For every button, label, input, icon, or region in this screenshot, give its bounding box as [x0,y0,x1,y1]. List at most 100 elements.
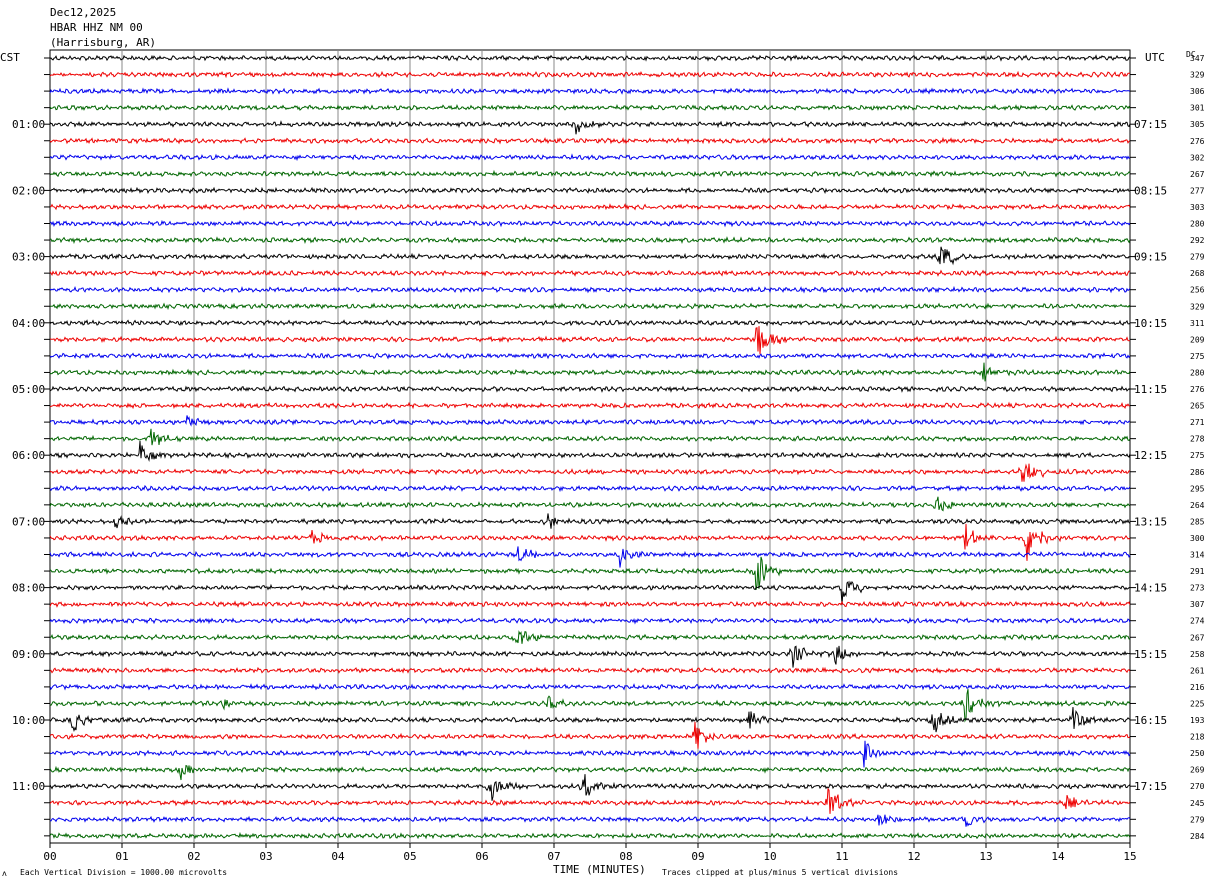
header-date: Dec12,2025 [50,6,116,19]
dc-offset-label: 329 [1190,302,1205,311]
trace-22 [49,401,1131,410]
left-hour-label: 04:00 [12,317,45,330]
dc-offset-label: 302 [1190,153,1205,162]
trace-40 [49,688,1131,723]
x-tick-label: 11 [835,850,848,863]
left-hour-label: 08:00 [12,582,45,595]
dc-offset-label: 279 [1190,815,1205,824]
dc-offset-label: 278 [1190,435,1205,444]
trace-36 [49,630,1131,644]
trace-17 [49,318,1131,327]
trace-38 [49,666,1131,674]
x-axis-label: TIME (MINUTES) [553,863,646,876]
right-hour-label: 17:15 [1134,780,1167,793]
right-hour-label: 11:15 [1134,383,1167,396]
trace-43 [49,740,1131,768]
dc-offset-label: 307 [1190,600,1205,609]
trace-32 [49,556,1131,591]
dc-offset-label: 314 [1190,551,1205,560]
trace-group [49,54,1131,840]
left-hour-label: 09:00 [12,648,45,661]
dc-offset-label: 245 [1190,799,1205,808]
trace-33 [49,580,1131,605]
dc-offset-label: 284 [1190,832,1205,841]
trace-3 [49,87,1131,95]
trace-1 [49,54,1131,62]
trace-45 [49,774,1131,801]
left-hour-label: 02:00 [12,184,45,197]
dc-offset-label: 250 [1190,749,1205,758]
dc-offset-label: 265 [1190,402,1205,411]
trace-42 [49,721,1131,749]
left-axis-title: CST [0,51,20,64]
dc-offset-label: 311 [1190,319,1205,328]
corner-glyph: ʌ [2,869,7,878]
trace-4 [49,103,1131,112]
dc-offset-label: 270 [1190,782,1205,791]
header-location: (Harrisburg, AR) [50,36,156,49]
dc-offset-label: 193 [1190,716,1205,725]
trace-11 [49,219,1131,228]
dc-offset-label: 216 [1190,683,1205,692]
trace-16 [49,302,1131,311]
left-hour-label: 01:00 [12,118,45,131]
dc-offset-label: 209 [1190,335,1205,344]
axis-labels: 00 01 02 03 04 05 06 07 08 09 10 11 12 13 14 15 347 329 30… [12,54,1205,863]
trace-12 [49,236,1131,245]
dc-header: DC [1186,50,1196,59]
dc-offset-label: 264 [1190,501,1205,510]
right-hour-label: 10:15 [1134,317,1167,330]
right-hour-label: 13:15 [1134,515,1167,528]
left-hour-label: 06:00 [12,449,45,462]
dc-offset-label: 218 [1190,733,1205,742]
trace-6 [49,136,1131,145]
right-hour-label: 08:15 [1134,184,1167,197]
right-hour-label: 12:15 [1134,449,1167,462]
dc-offset-label: 273 [1190,584,1205,593]
dc-offset-label: 274 [1190,617,1205,626]
left-hour-label: 11:00 [12,780,45,793]
right-hour-label: 09:15 [1134,251,1167,264]
trace-7 [49,153,1131,162]
trace-47 [50,814,1131,827]
dc-offset-label: 276 [1190,137,1205,146]
x-tick-label: 01 [115,850,128,863]
left-hour-label: 05:00 [12,383,45,396]
dc-offset-label: 261 [1190,666,1205,675]
dc-offset-label: 269 [1190,766,1205,775]
trace-8 [49,169,1131,178]
dc-offset-label: 267 [1190,633,1205,642]
dc-offset-label: 275 [1190,451,1205,460]
left-hour-label: 07:00 [12,515,45,528]
trace-44 [49,764,1131,781]
dc-offset-label: 300 [1190,534,1205,543]
trace-41 [49,707,1131,733]
dc-offset-label: 329 [1190,71,1205,80]
trace-48 [49,831,1131,840]
trace-26 [49,463,1131,482]
dc-offset-label: 271 [1190,418,1205,427]
dc-offset-label: 277 [1190,186,1205,195]
dc-offset-label: 280 [1190,220,1205,229]
trace-14 [49,269,1131,277]
scale-note: Each Vertical Division = 1000.00 microvo… [20,868,227,877]
trace-25 [49,440,1131,463]
trace-15 [49,285,1131,294]
x-tick-label: 06 [475,850,488,863]
trace-29 [49,513,1131,529]
dc-offset-label: 292 [1190,236,1205,245]
trace-27 [49,484,1131,493]
x-tick-label: 08 [619,850,632,863]
trace-13 [49,246,1131,266]
dc-offset-label: 303 [1190,203,1205,212]
trace-18 [49,326,1131,355]
trace-28 [49,496,1131,512]
minute-grid [121,50,1059,843]
x-tick-label: 13 [979,850,992,863]
dc-offset-label: 276 [1190,385,1205,394]
clip-note: Traces clipped at plus/minus 5 vertical … [662,868,898,877]
right-hour-label: 14:15 [1134,582,1167,595]
trace-21 [49,385,1131,393]
trace-46 [49,787,1131,814]
